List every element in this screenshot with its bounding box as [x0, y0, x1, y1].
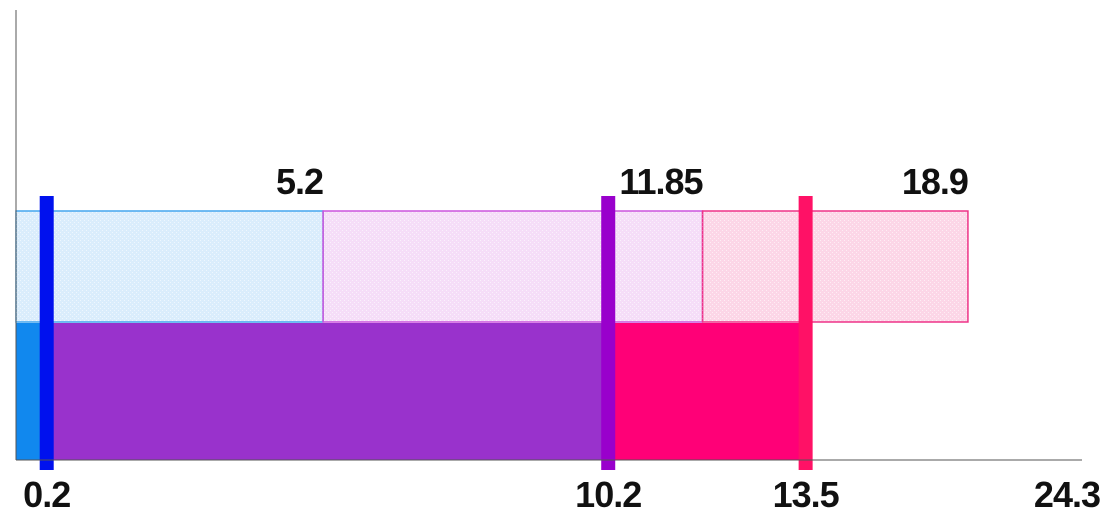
marker-line-2 — [798, 196, 813, 470]
marker-line-0 — [39, 196, 54, 470]
bar-segment-lower-2 — [608, 323, 806, 460]
top-label-0: 5.2 — [276, 161, 323, 202]
bars-group — [15, 210, 969, 460]
marker-line-1 — [601, 196, 616, 470]
top-label-2: 18.9 — [902, 161, 968, 202]
bar-hatch-upper-1 — [323, 211, 703, 322]
bottom-label-2: 13.5 — [773, 474, 840, 515]
labels-group: 5.2 11.85 18.9 0.2 10.2 13.5 24.3 — [23, 161, 1101, 515]
markers-group — [39, 196, 813, 470]
bar-segment-lower-1 — [46, 323, 609, 460]
bar-hatch-upper-0 — [16, 211, 324, 322]
bottom-label-1: 10.2 — [575, 474, 641, 515]
bottom-label-3: 24.3 — [1034, 474, 1100, 515]
bar-hatch-upper-2 — [702, 211, 968, 322]
top-label-1: 11.85 — [619, 161, 703, 202]
bottom-label-0: 0.2 — [23, 474, 70, 515]
